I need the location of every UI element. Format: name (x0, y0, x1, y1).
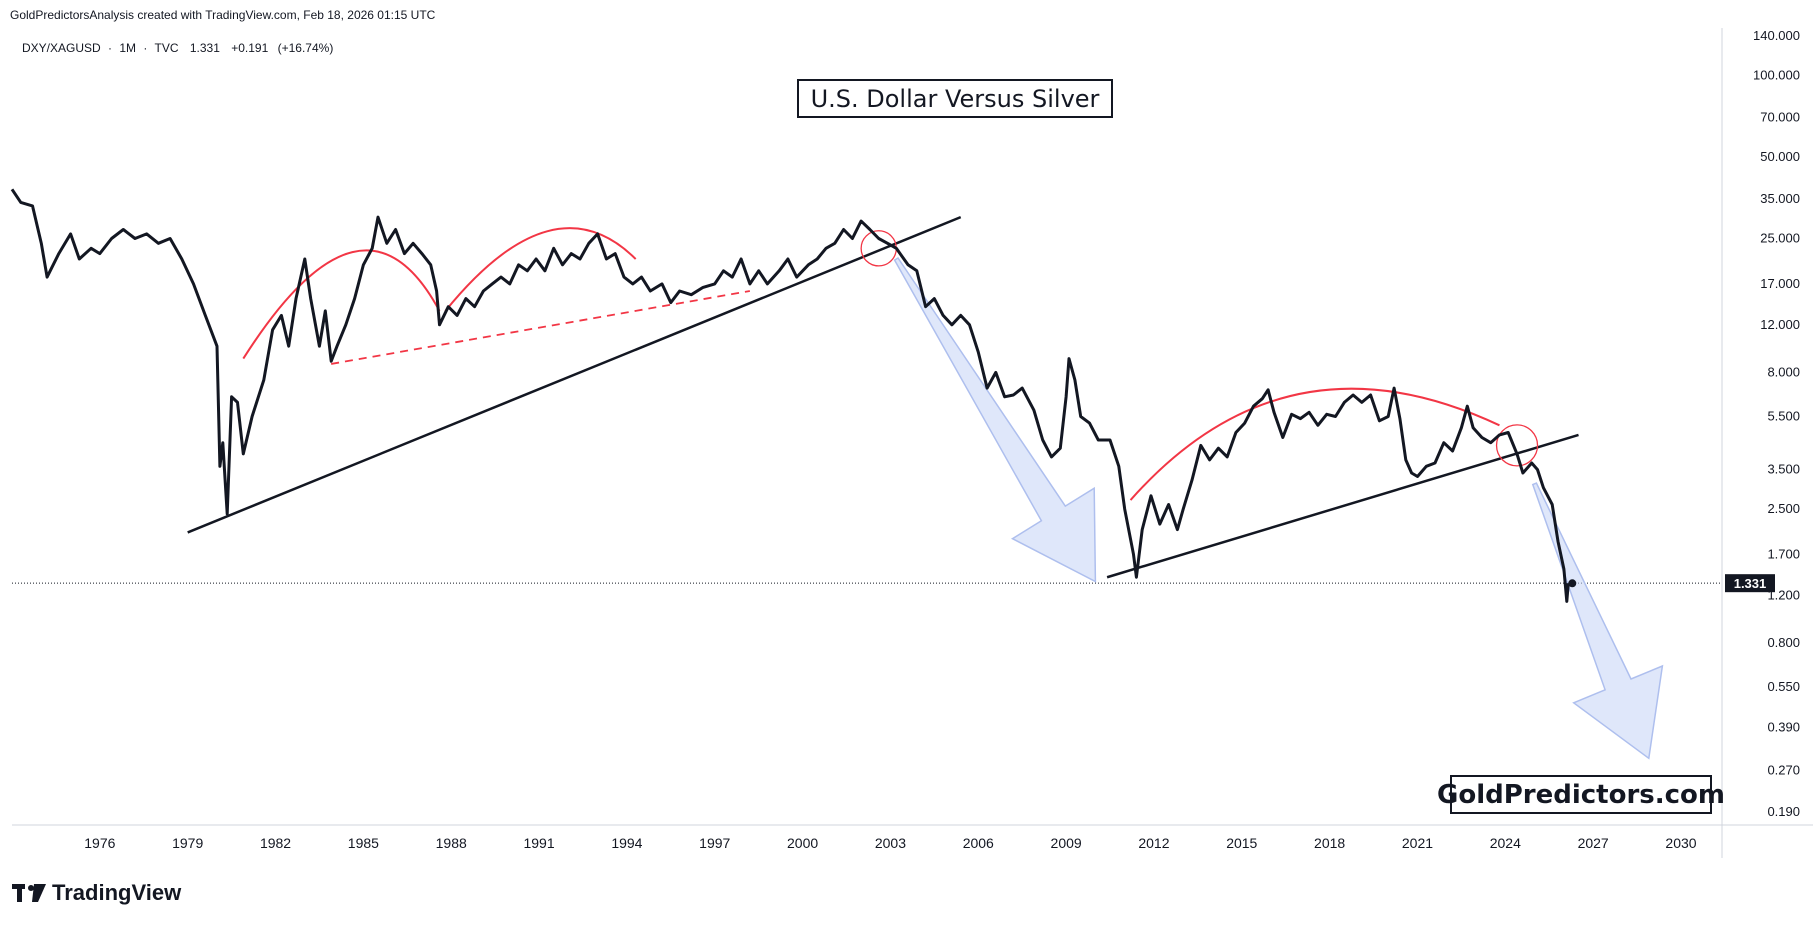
legend-last: 1.331 (190, 41, 220, 55)
symbol-legend[interactable]: DXY/XAGUSD · 1M · TVC 1.331 +0.191 (+16.… (22, 41, 333, 55)
legend-symbol: DXY/XAGUSD (22, 41, 101, 55)
time-tick-label: 1991 (523, 835, 554, 851)
time-axis[interactable]: 1976 1979 1982 1985 1988 1991 1994 1997 2000 2003… (84, 835, 1697, 851)
legend-change-pct: (+16.74%) (278, 41, 334, 55)
price-tick-label: 3.500 (1767, 462, 1800, 477)
last-price-dot (1568, 579, 1577, 588)
projection-arrows (893, 256, 1664, 760)
chart-credit: GoldPredictorsAnalysis created with Trad… (10, 8, 436, 22)
price-tick-label: 35.000 (1760, 191, 1800, 206)
price-tick-label: 17.000 (1760, 276, 1800, 291)
price-tick-label: 2.500 (1767, 501, 1800, 516)
price-tick-label: 70.000 (1760, 110, 1800, 125)
trendlines (187, 215, 1579, 579)
time-tick-label: 1976 (84, 835, 115, 851)
legend-change: +0.191 (231, 41, 268, 55)
red-arc (1129, 387, 1500, 501)
time-tick-label: 2027 (1578, 835, 1609, 851)
breakdown-circle (860, 230, 897, 267)
price-tick-label: 50.000 (1760, 149, 1800, 164)
price-tick-label: 1.700 (1767, 546, 1800, 561)
price-tick-label: 0.190 (1767, 804, 1800, 819)
time-tick-label: 2003 (875, 835, 906, 851)
price-tick-label: 100.000 (1753, 68, 1800, 83)
support-trendline (187, 215, 962, 534)
red-arc (444, 227, 637, 312)
time-tick-label: 2024 (1490, 835, 1521, 851)
red-arc-annotations (242, 227, 1500, 501)
time-tick-label: 2000 (787, 835, 818, 851)
projection-arrow (1531, 482, 1664, 760)
time-tick-label: 1985 (348, 835, 379, 851)
tradingview-logo[interactable]: TradingView (12, 880, 181, 906)
time-tick-label: 1994 (611, 835, 642, 851)
tradingview-logo-text: TradingView (52, 880, 182, 905)
time-tick-label: 2015 (1226, 835, 1257, 851)
time-tick-label: 2009 (1051, 835, 1082, 851)
tradingview-logo-icon (12, 884, 46, 902)
price-tick-label: 8.000 (1767, 364, 1800, 379)
breakdown-circles (860, 230, 1539, 467)
watermark-text: GoldPredictors.com (1437, 780, 1725, 810)
price-tick-label: 0.800 (1767, 635, 1800, 650)
chart-title-box[interactable]: U.S. Dollar Versus Silver (797, 79, 1113, 118)
price-tick-label: 140.000 (1753, 28, 1800, 43)
time-tick-label: 2006 (963, 835, 994, 851)
time-tick-label: 2012 (1138, 835, 1169, 851)
price-tick-label: 25.000 (1760, 231, 1800, 246)
price-series-line (10, 188, 1570, 603)
legend-interval: 1M (119, 41, 136, 55)
price-tick-label: 12.000 (1760, 317, 1800, 332)
support-trendline (1106, 433, 1579, 579)
chart-title: U.S. Dollar Versus Silver (811, 85, 1100, 113)
time-tick-label: 2030 (1665, 835, 1696, 851)
red-arc (242, 249, 441, 360)
time-tick-label: 2018 (1314, 835, 1345, 851)
breakdown-circle (1495, 424, 1539, 467)
price-tick-label: 0.390 (1767, 719, 1800, 734)
legend-source: TVC (155, 41, 179, 55)
time-tick-label: 1979 (172, 835, 203, 851)
time-tick-label: 2021 (1402, 835, 1433, 851)
price-tick-label: 5.500 (1767, 408, 1800, 423)
axes-frame (12, 28, 1813, 858)
red-dashed-neckline (331, 290, 751, 365)
price-tick-label: 1.200 (1767, 587, 1800, 602)
projection-arrow (893, 256, 1097, 583)
price-tick-label: 0.270 (1767, 763, 1800, 778)
time-tick-label: 1982 (260, 835, 291, 851)
watermark-box[interactable]: GoldPredictors.com (1437, 775, 1725, 814)
current-price-label: 1.331 (1725, 574, 1775, 593)
time-tick-label: 1988 (436, 835, 467, 851)
time-tick-label: 1997 (699, 835, 730, 851)
price-axis[interactable]: 140.000 100.000 70.000 50.000 35.000 25.000 17… (1753, 28, 1800, 819)
current-price-value: 1.331 (1734, 576, 1767, 591)
price-tick-label: 0.550 (1767, 679, 1800, 694)
